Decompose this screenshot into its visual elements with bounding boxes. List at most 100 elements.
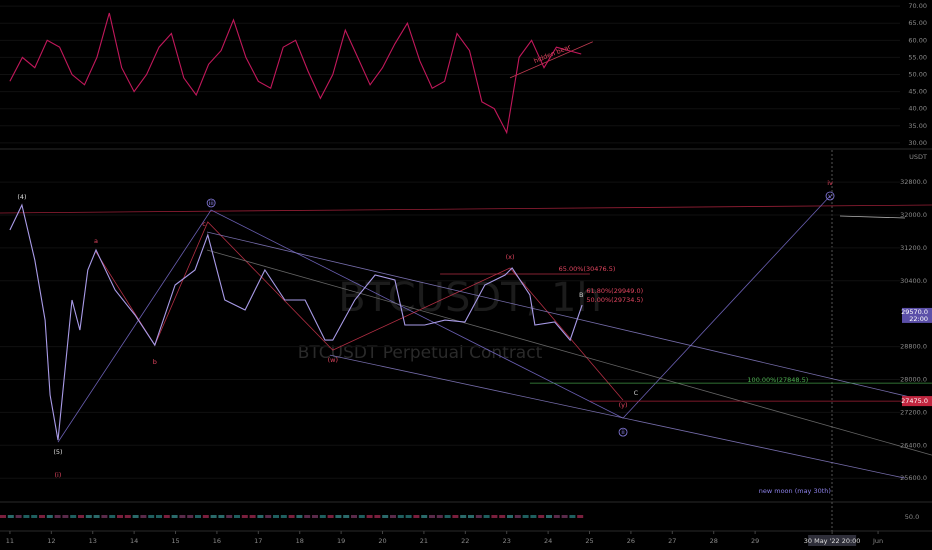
series-line — [9, 12, 582, 135]
strip-cell — [397, 515, 404, 518]
strip-cell — [265, 515, 272, 518]
strip-cell — [444, 515, 451, 518]
y-tick-label: 65.00 — [908, 19, 927, 27]
y-tick-label: 25600.0 — [900, 474, 927, 482]
strip-cell — [93, 515, 100, 518]
strip-cell — [39, 515, 45, 518]
level-label: 27475.0 — [901, 397, 928, 405]
strip-cell — [15, 515, 22, 518]
strip-cell — [70, 515, 77, 518]
currency-label: USDT — [909, 153, 927, 161]
x-tick-label: Jun — [872, 537, 883, 545]
x-tick-label: 29 — [751, 537, 759, 545]
strip-cell — [241, 515, 248, 518]
strip-cell — [429, 515, 435, 518]
x-tick-label: 13 — [89, 537, 97, 545]
x-tick-label: 14 — [130, 537, 138, 545]
strip-cell — [499, 515, 506, 518]
strip-cell — [210, 515, 217, 518]
annotation: 50.00%(29734.5) — [586, 296, 643, 304]
y-tick-label: 30.00 — [908, 139, 927, 147]
strip-cell — [483, 515, 490, 518]
strip-cell — [335, 515, 342, 518]
x-tick-label: 22 — [461, 537, 469, 545]
strip-cell — [234, 515, 240, 518]
strip-cell — [117, 515, 123, 518]
strip-cell — [78, 515, 84, 518]
strip-cell — [530, 515, 537, 518]
strip-cell — [148, 515, 155, 518]
strip-cell — [140, 515, 147, 518]
annotation: 65.00%(30476.5) — [559, 265, 616, 273]
x-tick-highlight — [808, 535, 857, 546]
strip-cell — [171, 515, 178, 518]
strip-cell — [202, 515, 209, 518]
x-tick-label: 19 — [337, 537, 345, 545]
x-tick-label: 24 — [544, 537, 552, 545]
x-tick-label: 18 — [296, 537, 304, 545]
strip-cell — [312, 515, 318, 518]
last-price-label: 29570.0 — [901, 308, 928, 316]
strip-cell — [577, 515, 584, 518]
y-tick-label: 45.00 — [908, 88, 927, 96]
y-tick-label: 30400.0 — [900, 277, 927, 285]
strip-cell — [358, 515, 365, 518]
strip-cell — [109, 515, 116, 518]
wave-circle — [206, 198, 216, 208]
annotation: (i) — [55, 471, 62, 479]
strip-cell — [514, 515, 521, 518]
strip-cell — [413, 515, 420, 518]
strip-cell — [382, 515, 389, 518]
drawing-line — [206, 231, 932, 403]
strip-cell — [390, 515, 396, 518]
x-tick-label: 28 — [710, 537, 718, 545]
x-tick-label: 15 — [171, 537, 179, 545]
strip-cell — [280, 515, 287, 518]
strip-cell — [366, 515, 373, 518]
annotation: c — [202, 220, 206, 228]
y-tick-label: 27200.0 — [900, 408, 927, 416]
drawing-line — [57, 195, 831, 443]
x-tick-label: 20 — [378, 537, 386, 545]
countdown-label: 22:00 — [909, 315, 928, 323]
annotation: (x) — [506, 253, 515, 261]
y-tick-label: 60.00 — [908, 36, 927, 44]
wave-circle — [618, 427, 628, 437]
drawing-line — [206, 249, 932, 456]
y-tick-label: 70.00 — [908, 2, 927, 10]
strip-cell — [421, 515, 428, 518]
annotation: (w) — [328, 356, 338, 364]
strip-cell — [507, 515, 513, 518]
strip-cell — [54, 515, 61, 518]
annotation: ii — [621, 428, 625, 436]
strip-cell — [351, 515, 357, 518]
strip-cell — [491, 515, 498, 518]
y-tick-label: 31200.0 — [900, 244, 927, 252]
drawing-line — [509, 41, 593, 79]
x-tick-label: 27 — [668, 537, 676, 545]
strip-cell — [561, 515, 568, 518]
strip-cell — [163, 515, 170, 518]
strip-cell — [452, 515, 459, 518]
wave-circle — [825, 191, 835, 201]
strip-cell — [343, 515, 350, 518]
y-tick-label: 35.00 — [908, 122, 927, 130]
strip-cell — [124, 515, 131, 518]
level-tag — [902, 396, 932, 407]
indicator-strip — [0, 515, 584, 518]
strip-cell — [249, 515, 256, 518]
strip-cell — [101, 515, 108, 518]
x-tick-label: 30 May '22 20:00 — [804, 537, 861, 545]
x-tick-label: 25 — [585, 537, 593, 545]
strip-cell — [405, 515, 412, 518]
strip-cell — [468, 515, 474, 518]
x-tick-label: 16 — [213, 537, 221, 545]
x-tick-label: 17 — [254, 537, 262, 545]
strip-cell — [132, 515, 139, 518]
strip-cell — [62, 515, 69, 518]
x-tick-label: 26 — [627, 537, 635, 545]
drawing-line — [0, 204, 932, 214]
annotation: (5) — [53, 448, 62, 456]
strip-cell — [319, 515, 326, 518]
